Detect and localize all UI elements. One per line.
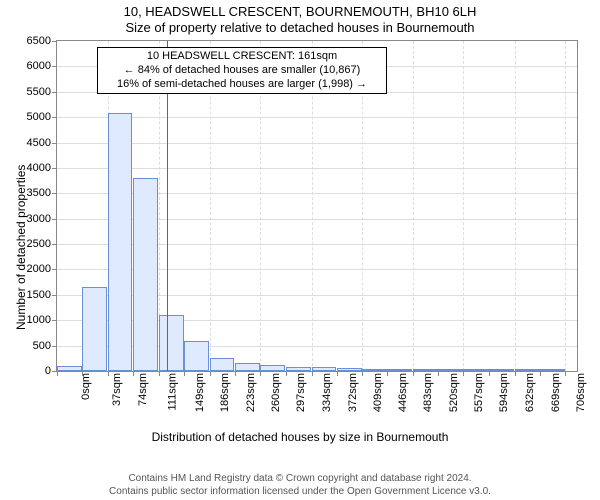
histogram-bar [286, 367, 312, 371]
y-tick-label: 0 [45, 365, 57, 377]
grid-line-horizontal [57, 117, 577, 118]
x-tick-mark [159, 371, 160, 376]
attribution-footer: Contains HM Land Registry data © Crown c… [0, 473, 600, 498]
histogram-bar [159, 315, 184, 371]
x-tick-mark [489, 371, 490, 376]
x-tick-mark [337, 371, 338, 376]
figure-container: 10, HEADSWELL CRESCENT, BOURNEMOUTH, BH1… [0, 0, 600, 500]
y-tick-label: 1000 [27, 314, 57, 326]
x-tick-label: 111sqm [162, 373, 178, 411]
grid-line-vertical [413, 41, 414, 371]
x-tick-label: 372sqm [343, 373, 359, 412]
x-tick-mark [235, 371, 236, 376]
figure-title: 10, HEADSWELL CRESCENT, BOURNEMOUTH, BH1… [0, 0, 600, 37]
x-tick-mark [565, 371, 566, 376]
y-tick-label: 1500 [27, 289, 57, 301]
x-tick-label: 520sqm [444, 373, 460, 412]
histogram-bar [438, 369, 463, 371]
x-tick-label: 743sqm [597, 373, 600, 412]
histogram-bar [184, 341, 209, 371]
y-tick-label: 2500 [27, 238, 57, 250]
y-tick-label: 500 [33, 340, 57, 352]
x-tick-label: 297sqm [291, 373, 307, 412]
histogram-bar [312, 367, 337, 371]
x-tick-label: 632sqm [521, 373, 537, 412]
x-tick-label: 706sqm [571, 373, 587, 412]
histogram-bar [260, 365, 285, 371]
x-tick-label: 446sqm [393, 373, 409, 412]
x-tick-mark [362, 371, 363, 376]
y-tick-label: 4500 [27, 137, 57, 149]
x-tick-label: 557sqm [469, 373, 485, 412]
grid-line-vertical [565, 41, 566, 371]
x-tick-label: 669sqm [546, 373, 562, 412]
histogram-bar [489, 369, 514, 371]
y-tick-label: 3000 [27, 213, 57, 225]
y-tick-label: 6500 [27, 35, 57, 47]
histogram-bar [235, 363, 260, 371]
histogram-bar [210, 358, 235, 371]
y-tick-label: 5000 [27, 111, 57, 123]
histogram-bar [57, 366, 82, 371]
annotation-box: 10 HEADSWELL CRESCENT: 161sqm← 84% of de… [97, 47, 387, 94]
x-tick-mark [540, 371, 541, 376]
histogram-bar [337, 368, 362, 371]
annotation-line: 16% of semi-detached houses are larger (… [102, 78, 382, 92]
histogram-chart: 0500100015002000250030003500400045005000… [56, 40, 578, 372]
x-tick-label: 0sqm [76, 373, 92, 400]
footer-line-1: Contains HM Land Registry data © Crown c… [0, 473, 600, 486]
x-tick-mark [108, 371, 109, 376]
x-tick-mark [463, 371, 464, 376]
title-line-1: 10, HEADSWELL CRESCENT, BOURNEMOUTH, BH1… [0, 4, 600, 20]
x-tick-mark [133, 371, 134, 376]
histogram-bar [133, 178, 159, 371]
grid-line-horizontal [57, 168, 577, 169]
x-axis-label: Distribution of detached houses by size … [0, 430, 600, 444]
x-tick-mark [515, 371, 516, 376]
x-tick-mark [387, 371, 388, 376]
x-tick-label: 483sqm [419, 373, 435, 412]
x-tick-mark [312, 371, 313, 376]
histogram-bar [82, 287, 107, 371]
annotation-line: ← 84% of detached houses are smaller (10… [102, 64, 382, 78]
x-tick-label: 260sqm [266, 373, 282, 412]
annotation-line: 10 HEADSWELL CRESCENT: 161sqm [102, 50, 382, 64]
x-tick-label: 223sqm [241, 373, 257, 412]
x-tick-mark [57, 371, 58, 376]
x-tick-mark [413, 371, 414, 376]
title-line-2: Size of property relative to detached ho… [0, 20, 600, 36]
grid-line-horizontal [57, 143, 577, 144]
histogram-bar [387, 369, 412, 371]
histogram-bar [108, 113, 133, 371]
x-tick-label: 149sqm [190, 373, 206, 412]
y-tick-label: 2000 [27, 263, 57, 275]
y-tick-label: 5500 [27, 86, 57, 98]
histogram-bar [362, 369, 387, 371]
histogram-bar [413, 369, 438, 371]
x-tick-label: 409sqm [368, 373, 384, 412]
footer-line-2: Contains public sector information licen… [0, 486, 600, 499]
y-axis-label: Number of detached properties [14, 165, 28, 330]
x-tick-mark [184, 371, 185, 376]
grid-line-vertical [463, 41, 464, 371]
x-tick-label: 74sqm [133, 373, 149, 406]
y-tick-label: 6000 [27, 60, 57, 72]
x-tick-label: 334sqm [317, 373, 333, 412]
histogram-bar [463, 369, 489, 371]
y-tick-label: 3500 [27, 187, 57, 199]
histogram-bar [540, 369, 565, 371]
x-tick-label: 594sqm [495, 373, 511, 412]
x-tick-mark [82, 371, 83, 376]
x-tick-mark [260, 371, 261, 376]
x-tick-mark [286, 371, 287, 376]
x-tick-label: 37sqm [107, 373, 123, 406]
x-tick-mark [438, 371, 439, 376]
histogram-bar [515, 369, 540, 371]
y-tick-label: 4000 [27, 162, 57, 174]
grid-line-vertical [515, 41, 516, 371]
x-tick-label: 186sqm [215, 373, 231, 412]
x-tick-mark [210, 371, 211, 376]
